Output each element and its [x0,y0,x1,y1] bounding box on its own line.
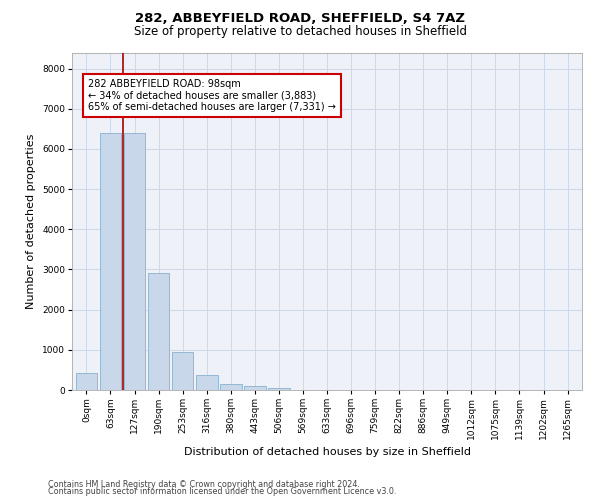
Bar [124,133,145,390]
Text: 282, ABBEYFIELD ROAD, SHEFFIELD, S4 7AZ: 282, ABBEYFIELD ROAD, SHEFFIELD, S4 7AZ [135,12,465,26]
Bar [268,388,290,390]
X-axis label: Distribution of detached houses by size in Sheffield: Distribution of detached houses by size … [184,448,470,458]
Bar [244,386,266,390]
Bar [220,384,242,390]
Bar [76,372,97,390]
Bar [148,274,169,390]
Text: Contains public sector information licensed under the Open Government Licence v3: Contains public sector information licen… [48,488,397,496]
Bar [100,133,121,390]
Text: 282 ABBEYFIELD ROAD: 98sqm
← 34% of detached houses are smaller (3,883)
65% of s: 282 ABBEYFIELD ROAD: 98sqm ← 34% of deta… [88,78,336,112]
Y-axis label: Number of detached properties: Number of detached properties [26,134,37,309]
Text: Size of property relative to detached houses in Sheffield: Size of property relative to detached ho… [133,25,467,38]
Text: Contains HM Land Registry data © Crown copyright and database right 2024.: Contains HM Land Registry data © Crown c… [48,480,360,489]
Bar [196,374,218,390]
Bar [172,352,193,390]
